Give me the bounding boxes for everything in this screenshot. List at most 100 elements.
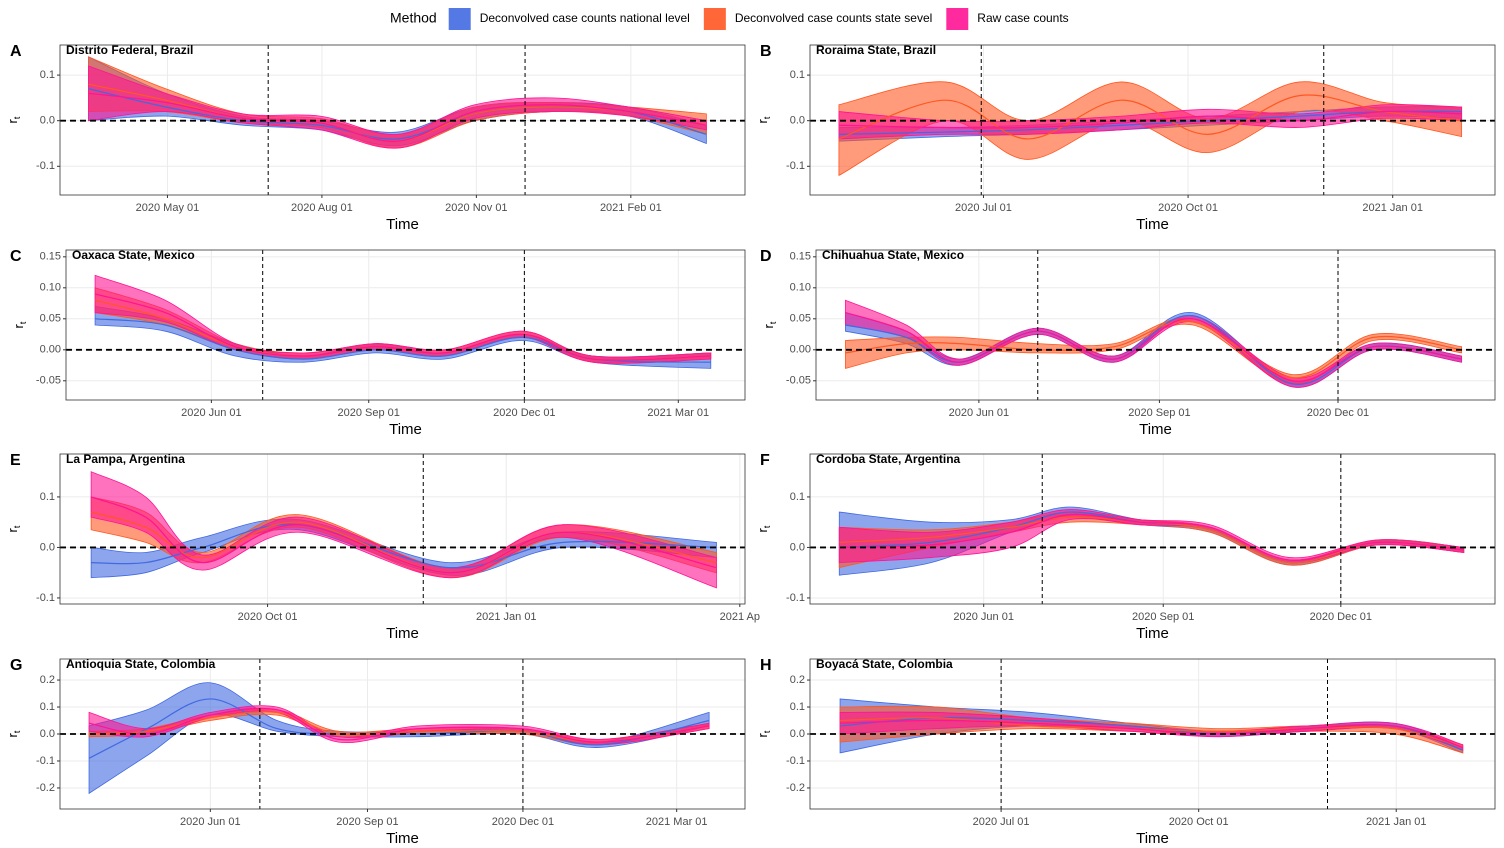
y-axis-title-main: r bbox=[755, 527, 770, 532]
panel: -0.05 0.00 0.05 0.10 0.15 2020 Jun 01 2020 Sep… bbox=[10, 248, 746, 438]
line bbox=[88, 707, 710, 743]
x-axis-title: Time bbox=[386, 216, 419, 233]
panel-title: Roraima State, Brazil bbox=[816, 43, 936, 57]
panel-title: Chihuahua State, Mexico bbox=[822, 248, 964, 262]
panel-title: Distrito Federal, Brazil bbox=[66, 43, 193, 57]
band bbox=[838, 81, 1463, 177]
panel: -0.1 0.0 0.1 2020 May 01 2020 Aug 01 2020 Nov… bbox=[5, 43, 746, 233]
panel: -0.1 0.0 0.1 2020 Jul 01 2020 Oct 01 2021 Jan… bbox=[755, 43, 1496, 233]
panel: -0.05 0.00 0.05 0.10 0.15 2020 Jun 01 2020 Sep… bbox=[760, 248, 1496, 438]
x-axis-title: Time bbox=[386, 830, 419, 847]
y-tick-label: -0.2 bbox=[36, 782, 55, 794]
line bbox=[839, 513, 1464, 561]
y-tick-label: 0.00 bbox=[790, 344, 811, 356]
series-layer bbox=[94, 274, 712, 369]
band bbox=[838, 509, 1465, 564]
y-tick-label: 0.05 bbox=[790, 313, 811, 325]
x-tick-label: 2020 Sep 01 bbox=[338, 407, 400, 419]
x-tick-label: 2020 Jun 01 bbox=[181, 407, 242, 419]
y-tick-label: -0.05 bbox=[786, 375, 811, 387]
legend-label: Deconvolved case counts state sevel bbox=[735, 11, 932, 25]
line bbox=[845, 312, 1462, 382]
y-axis-title-sub: t bbox=[12, 730, 22, 733]
x-tick-label: 2020 Jul 01 bbox=[955, 202, 1012, 214]
y-tick-label: 0.1 bbox=[40, 491, 55, 503]
x-tick-label: 2021 Mar 01 bbox=[647, 407, 709, 419]
y-axis-title: rt bbox=[761, 321, 778, 328]
panel-title: Boyacá State, Colombia bbox=[816, 657, 953, 671]
plot-background bbox=[816, 250, 1495, 400]
plot-frame bbox=[815, 249, 1496, 401]
y-tick-label: -0.1 bbox=[786, 160, 805, 172]
x-axis-title: Time bbox=[1136, 216, 1169, 233]
x-axis-title: Time bbox=[386, 625, 419, 642]
x-tick-label: 2020 Jun 01 bbox=[180, 816, 241, 828]
y-tick-label: 0.15 bbox=[790, 251, 811, 263]
y-tick-label: 0.0 bbox=[40, 115, 55, 127]
plot-frame bbox=[809, 453, 1496, 605]
y-axis-title-sub: t bbox=[768, 321, 778, 324]
y-tick-label: -0.1 bbox=[36, 592, 55, 604]
x-tick-label: 2020 Dec 01 bbox=[1307, 407, 1369, 419]
plot-frame bbox=[59, 453, 746, 605]
panel-letter: H bbox=[760, 657, 772, 674]
y-tick-label: 0.0 bbox=[40, 728, 55, 740]
y-tick-label: 0.1 bbox=[790, 491, 805, 503]
y-axis-title: rt bbox=[755, 116, 772, 123]
panel-letter: E bbox=[10, 452, 21, 469]
x-tick-label: 2020 Sep 01 bbox=[336, 816, 398, 828]
x-tick-label: 2020 Dec 01 bbox=[1310, 611, 1372, 623]
panel-letter: B bbox=[760, 43, 772, 60]
panel: -0.2 -0.1 0.0 0.1 0.2 2020 Jul 01 2020 Oct 01 2… bbox=[755, 657, 1496, 847]
x-axis-title: Time bbox=[1139, 421, 1172, 438]
x-tick-label: 2021 Ap bbox=[720, 611, 760, 623]
plot-frame bbox=[59, 44, 746, 196]
line bbox=[840, 717, 1463, 749]
y-tick-label: -0.05 bbox=[36, 375, 61, 387]
line bbox=[90, 496, 717, 574]
y-axis-title-main: r bbox=[5, 527, 20, 532]
y-tick-label: -0.2 bbox=[786, 782, 805, 794]
series-layer bbox=[88, 56, 707, 149]
y-axis-title-sub: t bbox=[12, 525, 22, 528]
series-layer bbox=[90, 471, 717, 589]
y-tick-label: 0.1 bbox=[40, 69, 55, 81]
y-axis-title-main: r bbox=[11, 323, 26, 328]
y-axis-title: rt bbox=[755, 525, 772, 532]
y-axis-title-main: r bbox=[755, 118, 770, 123]
y-tick-label: 0.1 bbox=[790, 701, 805, 713]
y-tick-label: 0.2 bbox=[40, 674, 55, 686]
panel-title: La Pampa, Argentina bbox=[66, 452, 185, 466]
line bbox=[845, 320, 1462, 379]
y-tick-label: -0.1 bbox=[786, 755, 805, 767]
y-axis-title: rt bbox=[11, 321, 28, 328]
y-axis-title-main: r bbox=[755, 732, 770, 737]
panel-title: Oaxaca State, Mexico bbox=[72, 248, 195, 262]
line bbox=[838, 110, 1462, 129]
y-tick-label: 0.0 bbox=[790, 728, 805, 740]
x-tick-label: 2020 Jun 01 bbox=[953, 611, 1014, 623]
y-axis-title-main: r bbox=[5, 118, 20, 123]
y-axis-title-main: r bbox=[5, 732, 20, 737]
y-axis-title-sub: t bbox=[12, 116, 22, 119]
line bbox=[838, 94, 1462, 140]
line bbox=[840, 719, 1463, 749]
panel-title: Cordoba State, Argentina bbox=[816, 452, 961, 466]
y-tick-label: 0.1 bbox=[40, 701, 55, 713]
x-tick-label: 2020 Dec 01 bbox=[493, 407, 555, 419]
y-tick-label: -0.1 bbox=[36, 755, 55, 767]
y-axis-title-sub: t bbox=[762, 525, 772, 528]
y-tick-label: 0.0 bbox=[40, 541, 55, 553]
y-axis-title: rt bbox=[5, 116, 22, 123]
y-tick-label: 0.05 bbox=[40, 313, 61, 325]
x-tick-label: 2020 Jun 01 bbox=[949, 407, 1010, 419]
legend: Method Deconvolved case counts national l… bbox=[390, 8, 1069, 30]
x-tick-label: 2020 Oct 01 bbox=[238, 611, 298, 623]
x-tick-label: 2020 Oct 01 bbox=[1158, 202, 1218, 214]
line bbox=[845, 315, 1462, 385]
y-axis-title: rt bbox=[755, 730, 772, 737]
series-layer bbox=[839, 698, 1464, 754]
y-tick-label: 0.1 bbox=[790, 69, 805, 81]
x-axis-title: Time bbox=[1136, 830, 1169, 847]
